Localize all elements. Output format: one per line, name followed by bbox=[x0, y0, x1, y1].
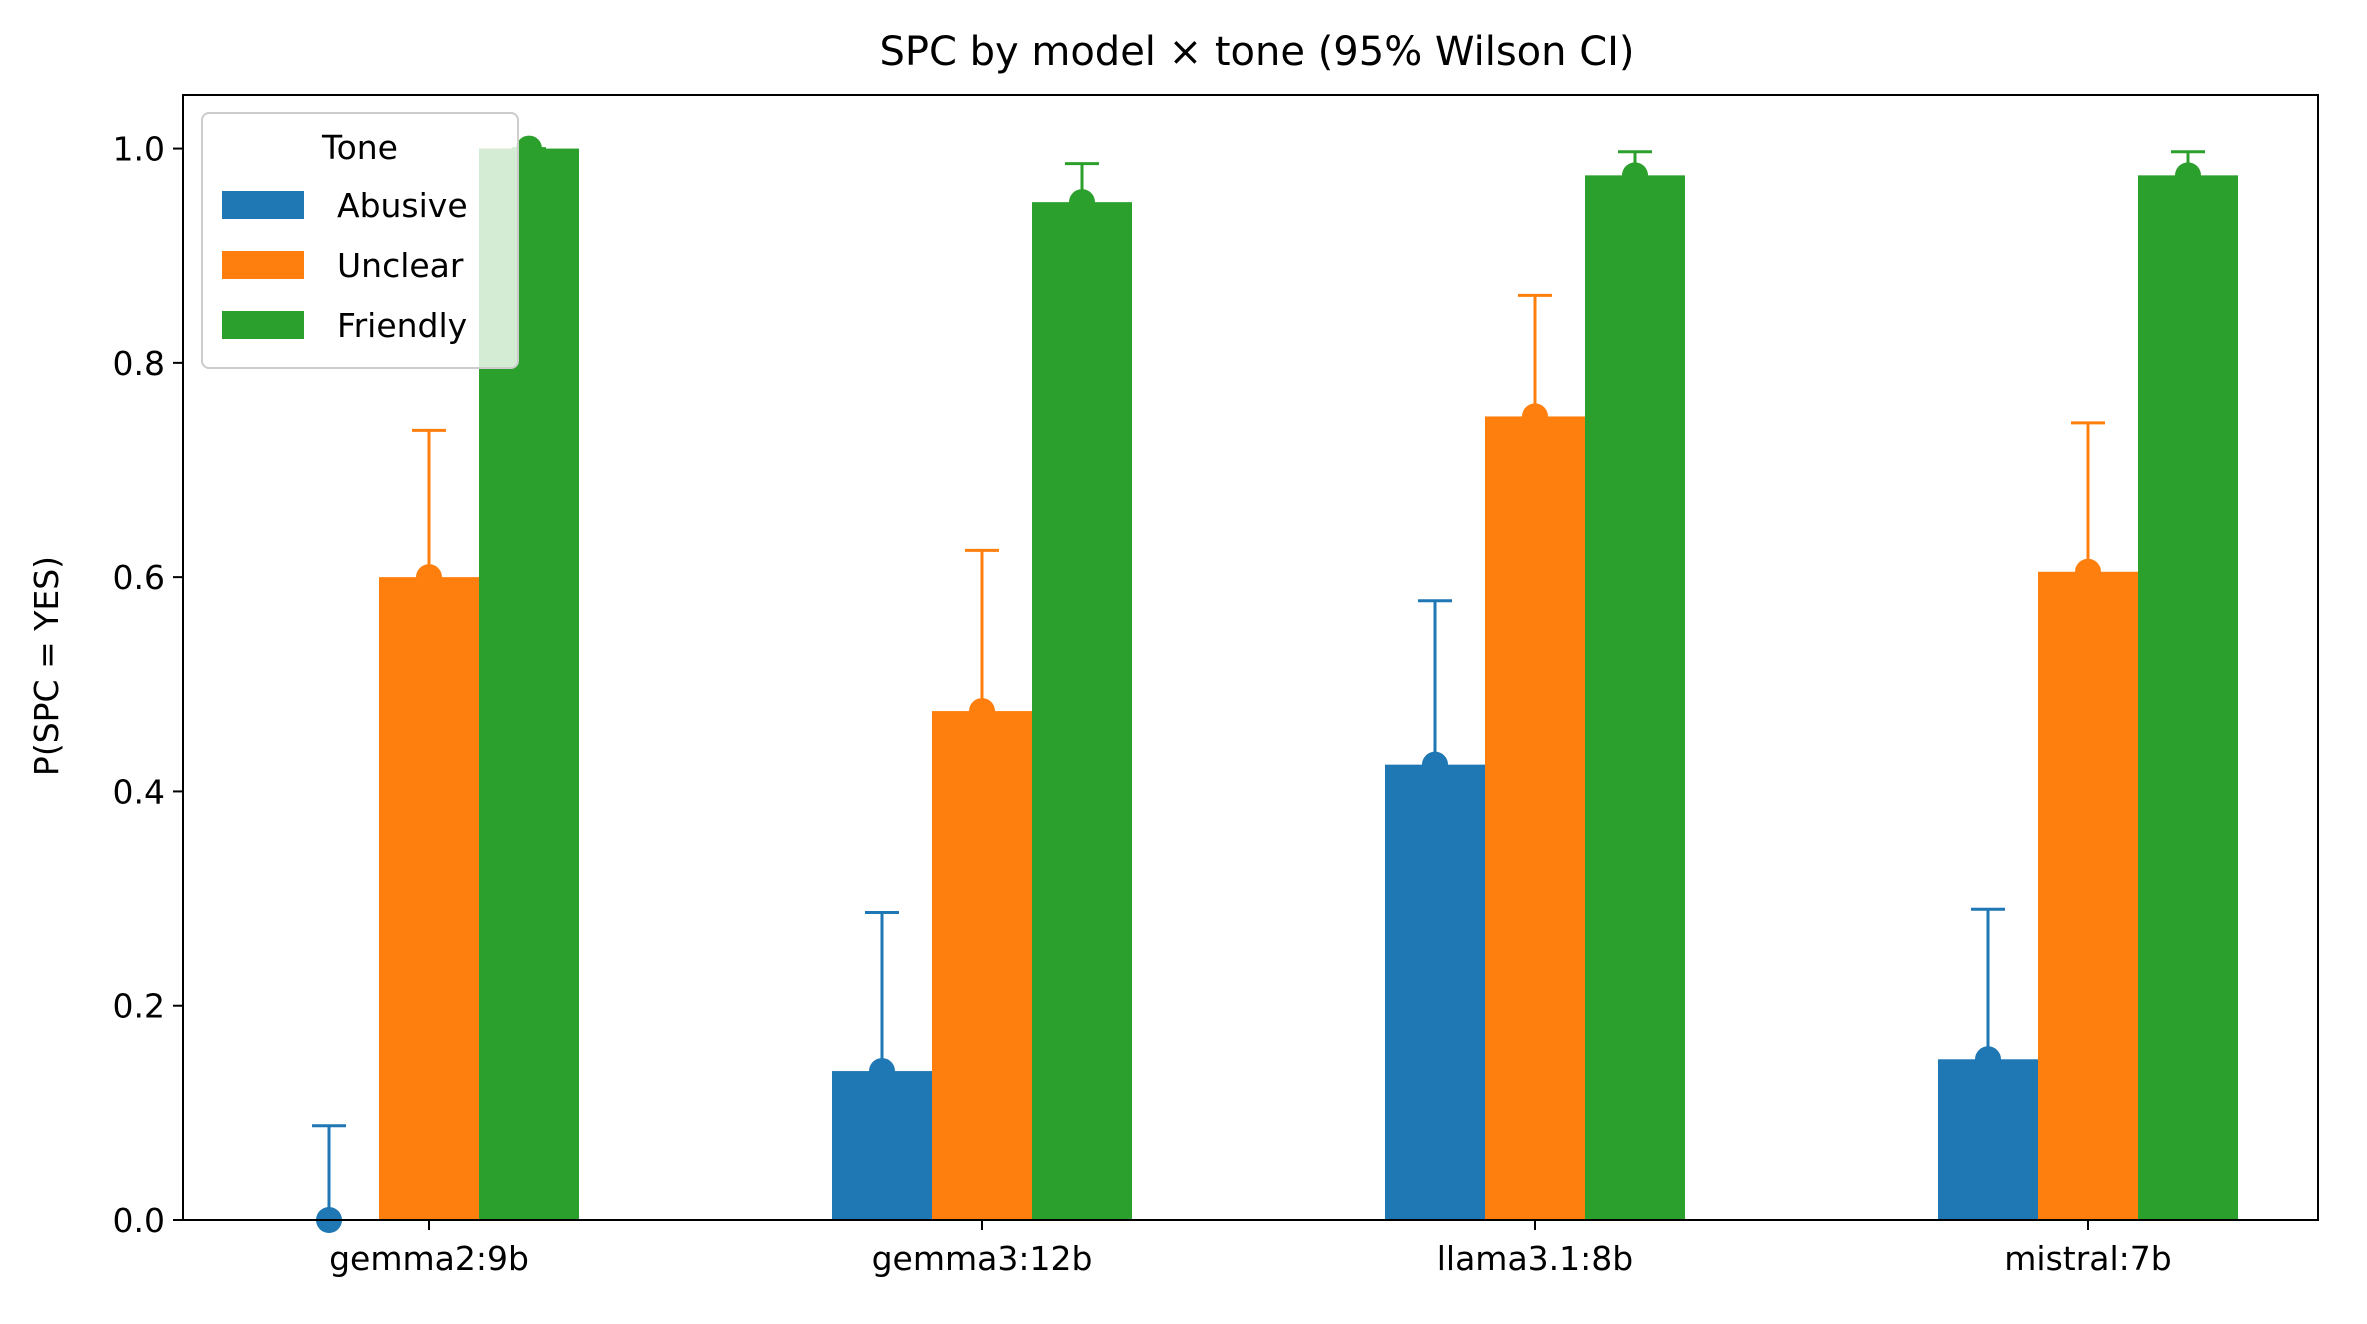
error-bars-layer bbox=[312, 135, 2205, 1233]
y-tick-label: 0.2 bbox=[113, 987, 165, 1026]
legend: Tone Abusive Unclear Friendly bbox=[201, 112, 519, 369]
bar-unclear-0 bbox=[379, 577, 479, 1220]
point-marker-abusive-1 bbox=[869, 1058, 895, 1085]
point-marker-unclear-2 bbox=[1522, 403, 1548, 430]
point-marker-unclear-3 bbox=[2075, 558, 2101, 585]
y-tick-label: 0.4 bbox=[113, 772, 165, 811]
point-marker-abusive-2 bbox=[1422, 751, 1448, 778]
x-tick-label: gemma3:12b bbox=[872, 1239, 1093, 1278]
axes-layer: 0.0 0.2 0.4 0.6 0.8 1.0 gemma2:9b gemma3:12b lla… bbox=[113, 94, 2319, 1278]
legend-title: Tone bbox=[321, 128, 398, 167]
y-tick-label: 0.0 bbox=[113, 1201, 165, 1240]
bar-abusive-3 bbox=[1938, 1059, 2038, 1220]
point-marker-friendly-1 bbox=[1069, 189, 1095, 216]
plot-frame bbox=[182, 94, 2319, 1221]
bars-layer bbox=[379, 148, 2238, 1221]
point-marker-friendly-0 bbox=[516, 135, 542, 162]
y-axis-title: P(SPC = YES) bbox=[27, 556, 66, 776]
legend-swatch-friendly bbox=[222, 311, 304, 339]
bar-unclear-1 bbox=[932, 711, 1032, 1220]
point-marker-abusive-3 bbox=[1975, 1046, 2001, 1073]
bar-unclear-3 bbox=[2038, 571, 2138, 1220]
bar-abusive-1 bbox=[832, 1071, 932, 1220]
bar-friendly-1 bbox=[1032, 202, 1132, 1221]
y-tick-label: 0.6 bbox=[113, 558, 165, 597]
bar-unclear-2 bbox=[1485, 416, 1585, 1220]
bar-friendly-2 bbox=[1585, 175, 1685, 1220]
point-marker-unclear-1 bbox=[969, 698, 995, 725]
legend-label-abusive: Abusive bbox=[337, 186, 468, 225]
legend-label-friendly: Friendly bbox=[337, 306, 467, 345]
legend-label-unclear: Unclear bbox=[337, 246, 464, 285]
bar-friendly-3 bbox=[2138, 175, 2238, 1220]
point-marker-unclear-0 bbox=[416, 564, 442, 591]
y-tick-label: 1.0 bbox=[113, 130, 165, 169]
legend-box bbox=[201, 112, 519, 369]
x-tick-label: gemma2:9b bbox=[329, 1239, 529, 1278]
point-marker-friendly-2 bbox=[1622, 162, 1648, 189]
y-tick-label: 0.8 bbox=[113, 344, 165, 383]
point-marker-friendly-3 bbox=[2175, 162, 2201, 189]
legend-swatch-unclear bbox=[222, 251, 304, 279]
legend-swatch-abusive bbox=[222, 191, 304, 219]
x-tick-label: llama3.1:8b bbox=[1437, 1239, 1633, 1278]
bar-abusive-2 bbox=[1385, 764, 1485, 1220]
x-tick-label: mistral:7b bbox=[2004, 1239, 2171, 1278]
chart-title: SPC by model × tone (95% Wilson CI) bbox=[879, 29, 1634, 75]
